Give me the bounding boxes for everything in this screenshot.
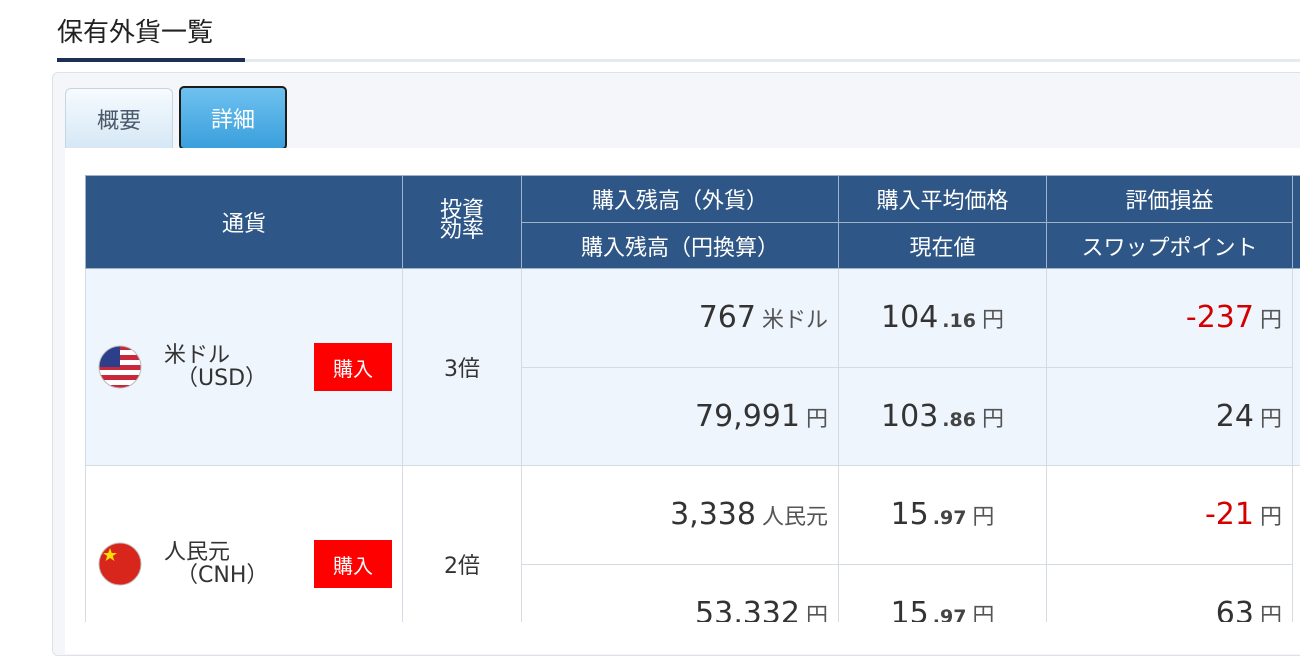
extra-cell <box>1292 465 1300 622</box>
tab-detail[interactable]: 詳細 <box>179 86 287 150</box>
flag-cn <box>98 542 142 586</box>
col-header <box>1292 175 1300 269</box>
unit: 米ドル <box>761 308 828 334</box>
tab-summary[interactable]: 概要 <box>65 88 173 149</box>
holding-yen: 79,991 円 <box>521 366 839 466</box>
currency-cell: 人民元 （CNH） 購入 <box>85 465 403 622</box>
value: 24 <box>1215 398 1254 434</box>
col-header: 購入残高（外貨） <box>521 175 839 223</box>
value: 767 <box>698 300 756 336</box>
title-rule <box>57 59 1300 62</box>
value: 15 <box>890 595 929 622</box>
decimal: .97 <box>932 507 967 530</box>
unit: 人民元 <box>761 505 828 531</box>
holding-foreign: 3,338 人民元 <box>521 465 839 565</box>
currency-names: 米ドル （USD） <box>164 344 314 390</box>
unit: 円 <box>981 308 1004 334</box>
value: 15 <box>890 497 929 533</box>
header-row: 通貨 投資効率 購入残高（外貨） 購入平均価格 評価損益 <box>85 175 1300 269</box>
value: -21 <box>1204 497 1254 533</box>
currency-code: （CNH） <box>176 563 269 588</box>
col-header: 通貨 <box>85 175 403 269</box>
decimal: .86 <box>942 408 976 431</box>
value: 53,332 <box>695 595 800 622</box>
value: -237 <box>1185 300 1254 336</box>
table-wrap: 通貨 投資効率 購入残高（外貨） 購入平均価格 評価損益 購入残高（円換算） 現… <box>85 175 1300 622</box>
col-header: 購入残高（円換算） <box>521 222 839 269</box>
currency-cell: 米ドル （USD） 購入 <box>85 268 403 466</box>
leverage: 3倍 <box>402 268 522 466</box>
unit: 円 <box>1259 603 1282 622</box>
col-header: スワップポイント <box>1046 222 1293 269</box>
row: 人民元 （CNH） 購入 2倍 3,338 人民元 15.97 円 -21 円 <box>85 465 1300 622</box>
buy-button[interactable]: 購入 <box>314 343 392 391</box>
unit: 円 <box>805 603 828 622</box>
col-header: 評価損益 <box>1046 175 1293 223</box>
value: 103 <box>881 398 939 434</box>
row: 米ドル （USD） 購入 3倍 767 米ドル 104.16 円 -237 円 <box>85 268 1300 466</box>
holding-foreign: 767 米ドル <box>521 268 839 368</box>
leverage: 2倍 <box>402 465 522 622</box>
swap: 24 円 <box>1046 366 1293 466</box>
value: 79,991 <box>695 398 800 434</box>
unit: 円 <box>805 406 828 432</box>
avg-price: 104.16 円 <box>838 268 1047 368</box>
current-price: 15.97 円 <box>838 563 1047 622</box>
unit: 円 <box>972 603 995 622</box>
unit: 円 <box>981 406 1004 432</box>
col-header: 現在値 <box>838 222 1047 269</box>
unit: 円 <box>1259 505 1282 531</box>
pl: -21 円 <box>1046 465 1293 565</box>
col-header: 購入平均価格 <box>838 175 1047 223</box>
holdings-table: 通貨 投資効率 購入残高（外貨） 購入平均価格 評価損益 購入残高（円換算） 現… <box>85 175 1300 622</box>
value: 104 <box>881 300 939 336</box>
value: 63 <box>1215 595 1254 622</box>
currency-code: （USD） <box>176 366 268 391</box>
title-underline <box>57 58 245 62</box>
currency-name: 米ドル <box>164 342 231 368</box>
col-header: 投資効率 <box>402 175 522 269</box>
unit: 円 <box>1259 406 1282 432</box>
unit: 円 <box>972 505 995 531</box>
flag-us <box>98 345 142 389</box>
swap: 63 円 <box>1046 563 1293 622</box>
page-title: 保有外貨一覧 <box>57 18 214 48</box>
buy-button[interactable]: 購入 <box>314 540 392 588</box>
row: 79,991 円 103.86 円 24 円 <box>86 366 1300 466</box>
current-price: 103.86 円 <box>838 366 1047 466</box>
header-row: 購入残高（円換算） 現在値 スワップポイント <box>86 222 1300 269</box>
value: 3,338 <box>670 497 756 533</box>
avg-price: 15.97 円 <box>838 465 1047 565</box>
currency-names: 人民元 （CNH） <box>164 541 314 587</box>
currency-name: 人民元 <box>164 539 231 565</box>
decimal: .16 <box>942 310 976 333</box>
extra-cell <box>1292 268 1300 466</box>
col-header-text: 投資効率 <box>439 197 484 244</box>
row: 53,332 円 15.97 円 63 円 <box>86 563 1300 622</box>
decimal: .97 <box>932 605 967 622</box>
unit: 円 <box>1259 308 1282 334</box>
pl: -237 円 <box>1046 268 1293 368</box>
holding-yen: 53,332 円 <box>521 563 839 622</box>
